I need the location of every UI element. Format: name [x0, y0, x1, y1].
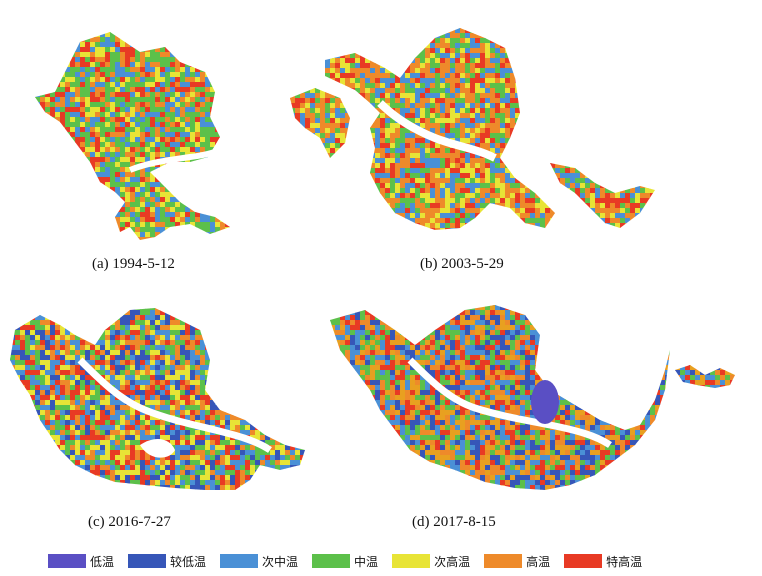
- thermal-map-b: [290, 28, 655, 230]
- map-panel-a: [20, 12, 250, 252]
- legend-swatch-2: [220, 554, 259, 568]
- legend-swatch-5: [484, 554, 523, 568]
- legend-item-3: 中温: [312, 553, 378, 570]
- legend-item-6: 特高温: [564, 553, 642, 570]
- legend-label-5: 高温: [526, 554, 551, 569]
- legend-swatch-3: [312, 554, 351, 568]
- map-panel-b: [285, 18, 665, 248]
- thermal-map-a: [35, 32, 230, 240]
- legend-label-6: 特高温: [606, 554, 643, 569]
- map-panel-c: [5, 300, 315, 500]
- legend-item-4: 次高温: [392, 553, 470, 570]
- legend-label-4: 次高温: [434, 554, 471, 569]
- caption-c: (c) 2016-7-27: [88, 514, 171, 530]
- caption-a: (a) 1994-5-12: [92, 256, 175, 272]
- legend-label-1: 较低温: [170, 554, 207, 569]
- thermal-map-d: [330, 305, 735, 490]
- legend-item-5: 高温: [484, 553, 550, 570]
- caption-b: (b) 2003-5-29: [420, 256, 504, 272]
- legend-item-2: 次中温: [220, 553, 298, 570]
- legend-swatch-1: [128, 554, 167, 568]
- legend: 低温 较低温 次中温 中温 次高温 高温 特高温: [48, 550, 656, 572]
- legend-label-3: 中温: [354, 554, 379, 569]
- legend-label-2: 次中温: [262, 554, 299, 569]
- caption-d: (d) 2017-8-15: [412, 514, 496, 530]
- legend-item-0: 低温: [48, 553, 114, 570]
- legend-swatch-4: [392, 554, 431, 568]
- legend-item-1: 较低温: [128, 553, 206, 570]
- legend-label-0: 低温: [90, 554, 115, 569]
- legend-swatch-0: [48, 554, 86, 568]
- legend-swatch-6: [564, 554, 603, 568]
- thermal-map-c: [10, 308, 305, 490]
- map-panel-d: [325, 290, 755, 500]
